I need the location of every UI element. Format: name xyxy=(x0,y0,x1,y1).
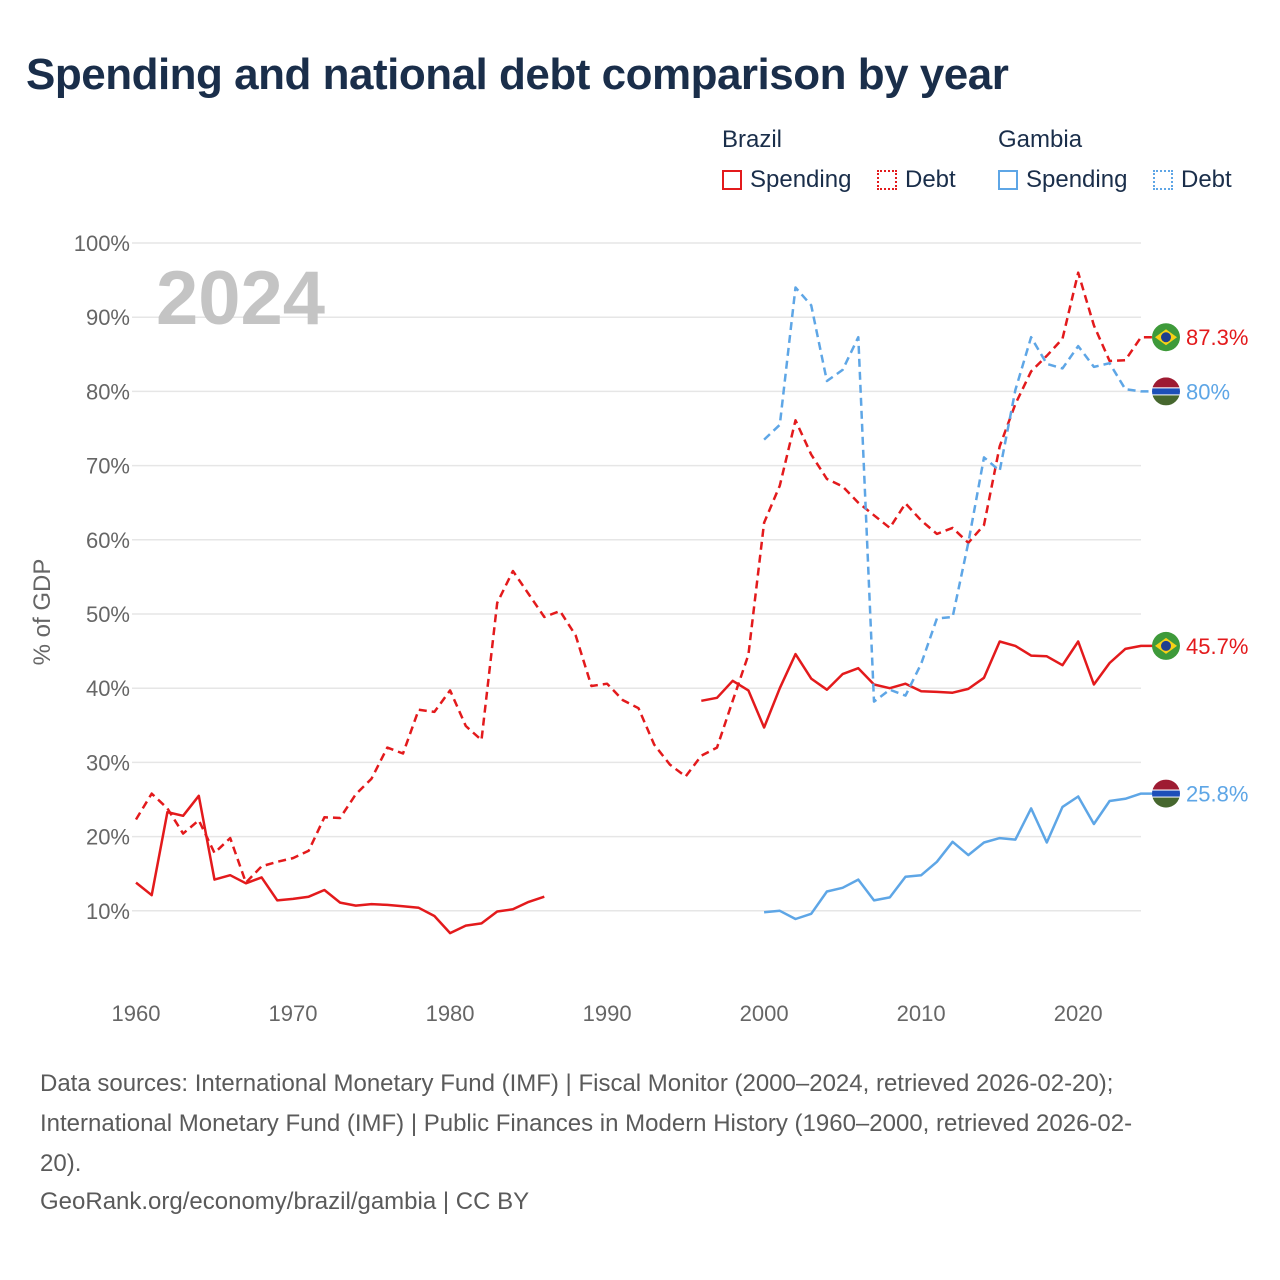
legend-group-gambia: Gambia xyxy=(998,126,1083,153)
source-text: Data sources: International Monetary Fun… xyxy=(40,1064,1240,1184)
gambia-flag-icon xyxy=(1152,779,1180,808)
legend-swatch-dotted-red xyxy=(877,170,897,190)
x-tick-label: 1980 xyxy=(426,1001,475,1026)
brazil-spending-line[interactable] xyxy=(701,640,1157,729)
y-tick-label: 10% xyxy=(86,899,130,924)
legend-swatch-solid-red xyxy=(722,170,742,190)
y-axis-ticks: 10% 20% 30% 40% 50% 60% 70% 80% 90% 100% xyxy=(74,231,130,924)
x-tick-label: 2010 xyxy=(897,1001,946,1026)
legend-gambia-debt[interactable]: Debt xyxy=(1153,166,1232,194)
brazil-flag-icon xyxy=(1152,323,1180,352)
legend-gambia-spending[interactable]: Spending xyxy=(998,166,1127,194)
y-tick-label: 30% xyxy=(86,750,130,775)
legend-label: Spending xyxy=(1026,166,1128,193)
y-tick-label: 100% xyxy=(74,231,130,256)
end-value-label: 87.3% xyxy=(1186,325,1248,350)
legend-label: Spending xyxy=(750,166,852,193)
legend-group-brazil: Brazil xyxy=(722,126,783,153)
source-line: 20). xyxy=(40,1150,82,1177)
y-tick-label: 40% xyxy=(86,676,130,701)
source-line: International Monetary Fund (IMF) | Publ… xyxy=(40,1110,1133,1137)
x-tick-label: 2020 xyxy=(1054,1001,1103,1026)
legend-brazil-spending[interactable]: Spending xyxy=(722,166,851,194)
y-tick-label: 70% xyxy=(86,454,130,479)
x-tick-label: 1990 xyxy=(583,1001,632,1026)
y-tick-label: 60% xyxy=(86,528,130,553)
brazil-flag-icon xyxy=(1152,631,1180,660)
brazil-spending-line[interactable] xyxy=(135,794,545,935)
x-tick-label: 1970 xyxy=(269,1001,318,1026)
line-chart: 2024 10% 20% 30% 40% 50% 60% 70% 80% 90% 100% 196… xyxy=(29,231,1248,1026)
end-labels: 45.7% 87.3% 25.8% 80% xyxy=(1152,323,1248,808)
end-value-label: 80% xyxy=(1186,379,1230,404)
year-watermark: 2024 xyxy=(156,256,325,341)
legend-swatch-solid-blue xyxy=(998,170,1018,190)
y-axis-label: % of GDP xyxy=(29,559,56,666)
y-tick-label: 20% xyxy=(86,825,130,850)
gambia-flag-icon xyxy=(1152,377,1180,406)
source-link[interactable]: GeoRank.org/economy/brazil/gambia | CC B… xyxy=(40,1188,530,1215)
end-value-label: 45.7% xyxy=(1186,634,1248,659)
y-tick-label: 50% xyxy=(86,602,130,627)
legend-swatch-dotted-blue xyxy=(1153,170,1173,190)
x-tick-label: 1960 xyxy=(112,1001,161,1026)
series-layer xyxy=(134,271,1157,935)
y-tick-label: 90% xyxy=(86,305,130,330)
brazil-debt-line[interactable] xyxy=(134,271,1157,884)
grid-lines xyxy=(132,242,1141,912)
chart-title: Spending and national debt comparison by… xyxy=(26,50,1009,99)
gambia-debt-line[interactable] xyxy=(763,286,1157,703)
legend-label: Debt xyxy=(1181,166,1232,193)
end-value-label: 25.8% xyxy=(1186,782,1248,807)
x-tick-label: 2000 xyxy=(740,1001,789,1026)
y-tick-label: 80% xyxy=(86,379,130,404)
gambia-spending-line[interactable] xyxy=(763,792,1157,921)
legend-label: Debt xyxy=(905,166,956,193)
x-axis-ticks: 1960 1970 1980 1990 2000 2010 2020 xyxy=(112,1001,1103,1026)
source-line: Data sources: International Monetary Fun… xyxy=(40,1070,1114,1097)
legend-brazil-debt[interactable]: Debt xyxy=(877,166,956,194)
